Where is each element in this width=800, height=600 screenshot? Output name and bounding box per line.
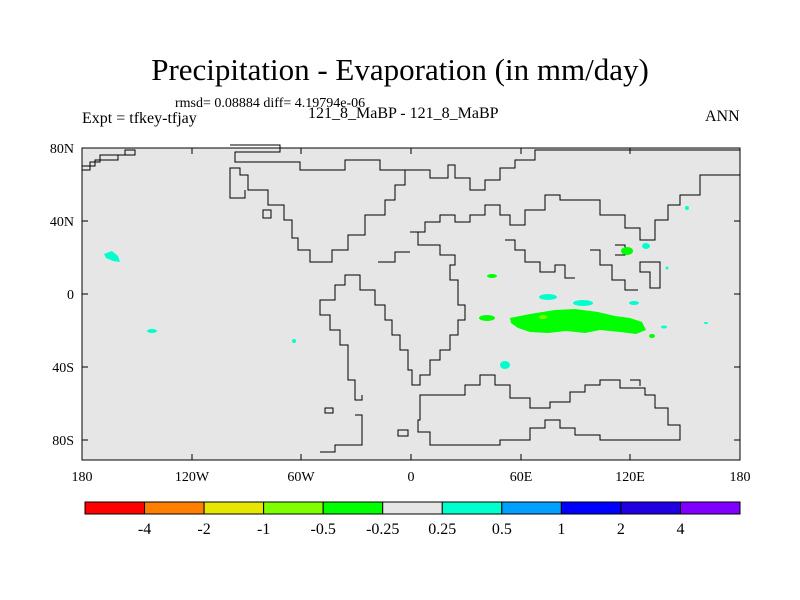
colorbar-swatch [144,501,205,515]
colorbar-label: -2 [197,521,210,538]
colorbar-labels: -4 -2 -1 -0.5 -0.25 0.25 0.5 1 2 4 [138,521,685,538]
colorbar-swatch [441,501,503,515]
lat-tick-label: 40S [52,361,74,376]
colorbar-swatch [322,501,384,515]
colorbar-label: 0.5 [492,521,512,538]
colorbar-label: 1 [557,521,565,538]
lon-tick-label: 120W [175,470,210,485]
colorbar-swatch [263,501,324,515]
positive-anomaly-patch [292,339,296,343]
colorbar-label: -0.5 [311,521,336,538]
lon-tick-label: 120E [615,470,645,485]
positive-anomaly-patch [104,251,120,262]
lat-tick-labels: 80N 40N 0 40S 80S [50,142,74,449]
coastlines [82,144,741,453]
lon-tick-labels: 180 120W 60W 0 60E 120E 180 [72,470,751,485]
colorbar-label: 2 [617,521,625,538]
positive-anomaly-patch [685,206,689,210]
colorbar-label: -1 [257,521,270,538]
lon-tick-label: 180 [72,470,93,485]
colorbar [84,501,741,515]
positive-anomaly-patch [661,325,667,329]
lon-tick-label: 0 [408,470,415,485]
lat-tick-label: 0 [67,288,74,303]
colorbar-swatch [560,501,622,515]
page-title: Precipitation - Evaporation (in mm/day) [151,52,649,87]
case-label: 121_8_MaBP - 121_8_MaBP [308,105,499,122]
anomaly-patches [104,206,708,369]
positive-anomaly-patch [573,300,593,306]
colorbar-swatch [501,501,562,515]
positive-anomaly-patch [665,266,669,270]
lon-tick-label: 180 [730,470,751,485]
colorbar-label: 0.25 [428,521,456,538]
negative-anomaly-patch [621,247,633,255]
colorbar-swatch [679,501,741,515]
lon-tick-label: 60W [287,470,315,485]
positive-anomaly-patch [704,322,708,324]
colorbar-label: -4 [138,521,151,538]
positive-anomaly-patch [539,294,557,300]
colorbar-label: -0.25 [366,521,399,538]
season-label: ANN [705,108,740,125]
lat-tick-label: 80S [52,434,74,449]
colorbar-label: 4 [676,521,684,538]
positive-anomaly-patch [642,243,650,249]
map-background [81,147,741,461]
positive-anomaly-patch [147,329,157,333]
negative-anomaly-patch [479,315,495,321]
colorbar-swatch [382,501,443,515]
stats-line: rmsd= 0.08884 diff= 4.19794e-06 [175,96,366,111]
lon-tick-label: 60E [510,470,533,485]
negative-anomaly-patch [649,334,655,338]
positive-anomaly-patch [629,301,639,305]
colorbar-swatch [203,501,265,515]
negative-anomaly-patch [487,274,497,278]
colorbar-swatch [620,501,681,515]
colorbar-swatch [84,501,146,515]
positive-anomaly-patch [500,361,510,369]
axis-ticks [82,147,740,460]
experiment-label: Expt = tfkey-tfjay [82,110,197,127]
negative-anomaly-patch [539,315,547,319]
lat-tick-label: 40N [50,215,74,230]
lat-tick-label: 80N [50,142,74,157]
